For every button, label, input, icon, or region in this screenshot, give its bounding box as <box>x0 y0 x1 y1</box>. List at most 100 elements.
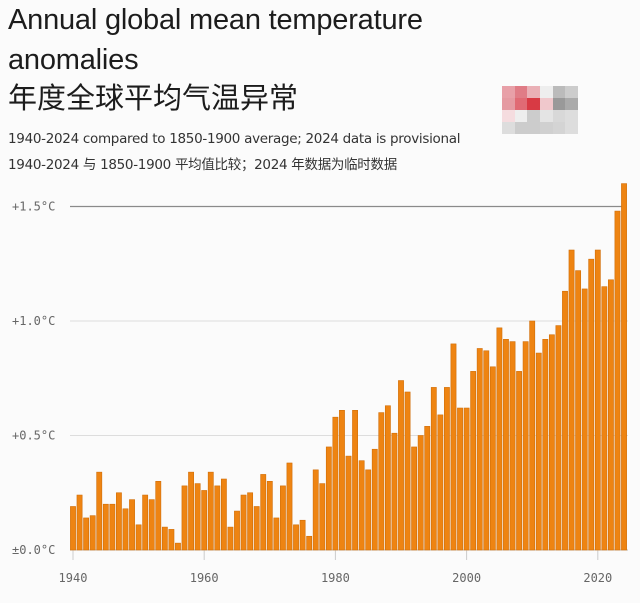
bar-1966 <box>240 494 247 551</box>
bar-2022 <box>608 279 614 551</box>
bar-1944 <box>96 471 103 551</box>
bar-1984 <box>358 460 365 551</box>
bar-1997 <box>444 387 450 551</box>
subtitle-en: 1940-2024 compared to 1850-1900 average;… <box>8 131 461 147</box>
bar-1970 <box>266 480 273 551</box>
bar-1975 <box>299 519 306 551</box>
bar-2016 <box>568 249 575 551</box>
bar-1990 <box>398 380 404 551</box>
bar-2020 <box>594 249 601 551</box>
bar-1962 <box>214 485 221 551</box>
bar-1991 <box>404 391 411 551</box>
bar-1963 <box>220 478 227 551</box>
bar-1980 <box>332 416 339 551</box>
bar-1956 <box>175 542 181 551</box>
chart-title-en: Annual global mean temperature anomalies <box>8 4 423 76</box>
bar-1994 <box>424 426 431 551</box>
bar-2004 <box>489 366 496 551</box>
bar-1976 <box>306 535 313 551</box>
bar-1987 <box>378 412 385 551</box>
chart-title-cn: 年度全球平均气温异常 <box>8 81 299 115</box>
bar-1973 <box>286 462 293 551</box>
bar-1948 <box>122 508 129 551</box>
bar-2002 <box>476 348 483 551</box>
bar-1959 <box>194 483 201 551</box>
bar-1983 <box>352 410 358 551</box>
bar-2008 <box>516 371 522 551</box>
bar-2006 <box>503 339 509 551</box>
bar-1960 <box>201 490 208 551</box>
bar-2001 <box>470 371 477 551</box>
bar-2005 <box>496 327 503 551</box>
bar-1950 <box>135 524 142 551</box>
bar-2013 <box>548 334 555 551</box>
pixelated-watermark <box>502 86 578 134</box>
bar-1988 <box>384 405 391 551</box>
bar-1972 <box>280 485 286 551</box>
bar-1986 <box>371 448 378 551</box>
bar-1992 <box>411 446 418 551</box>
bar-1941 <box>76 494 83 551</box>
x-tick-label: 1940 <box>59 571 88 585</box>
bar-1945 <box>102 503 109 551</box>
bar-2007 <box>509 341 516 551</box>
bar-1967 <box>247 492 254 551</box>
bar-1947 <box>116 492 122 551</box>
bar-2024 <box>621 183 627 551</box>
bar-1949 <box>129 499 135 551</box>
bar-1958 <box>188 471 194 551</box>
bar-1942 <box>83 517 90 551</box>
y-tick-label: +0.5°C <box>12 429 55 443</box>
bar-1995 <box>430 387 437 551</box>
bar-1964 <box>227 526 234 551</box>
y-tick-label: ±0.0°C <box>12 543 55 557</box>
bar-1968 <box>253 506 260 551</box>
bar-1961 <box>207 471 214 551</box>
bar-1971 <box>273 517 280 551</box>
subtitle-cn: 1940-2024 与 1850-1900 平均值比较；2024 年数据为临时数… <box>8 157 397 173</box>
bar-1965 <box>234 510 240 551</box>
x-tick-label: 1960 <box>190 571 219 585</box>
bar-1981 <box>339 410 345 551</box>
bar-2023 <box>614 210 621 551</box>
bar-1955 <box>168 529 175 551</box>
bar-2010 <box>529 320 536 551</box>
bar-1979 <box>325 446 332 551</box>
bar-1951 <box>142 494 149 551</box>
bar-2000 <box>463 407 470 551</box>
bar-1998 <box>450 343 457 551</box>
bar-1982 <box>345 455 352 551</box>
bar-1940 <box>70 506 76 551</box>
y-tick-label: +1.5°C <box>12 200 55 214</box>
bar-1996 <box>437 414 444 551</box>
bar-2015 <box>562 290 568 551</box>
bar-2019 <box>588 258 595 551</box>
bar-1985 <box>365 469 372 551</box>
bar-1969 <box>260 474 267 551</box>
bar-1946 <box>109 503 116 551</box>
bar-1943 <box>89 515 96 551</box>
bar-2009 <box>522 341 529 551</box>
bar-1974 <box>293 524 299 551</box>
bar-1954 <box>161 526 168 551</box>
bar-2017 <box>575 270 582 551</box>
bar-2012 <box>542 339 549 551</box>
bar-1952 <box>148 499 155 551</box>
bar-1953 <box>155 480 162 551</box>
x-tick-label: 2020 <box>583 571 612 585</box>
bar-2011 <box>535 352 542 551</box>
bar-1993 <box>417 435 424 551</box>
bar-2003 <box>483 350 490 551</box>
y-tick-label: +1.0°C <box>12 314 55 328</box>
bar-1999 <box>457 407 463 551</box>
bar-1977 <box>312 469 319 551</box>
bar-2014 <box>555 325 562 551</box>
bar-2021 <box>601 286 608 551</box>
x-tick-label: 1980 <box>321 571 350 585</box>
bar-1978 <box>319 483 326 551</box>
bar-1989 <box>391 432 398 551</box>
bar-1957 <box>181 485 188 551</box>
x-tick-label: 2000 <box>452 571 481 585</box>
bar-2018 <box>581 288 588 551</box>
